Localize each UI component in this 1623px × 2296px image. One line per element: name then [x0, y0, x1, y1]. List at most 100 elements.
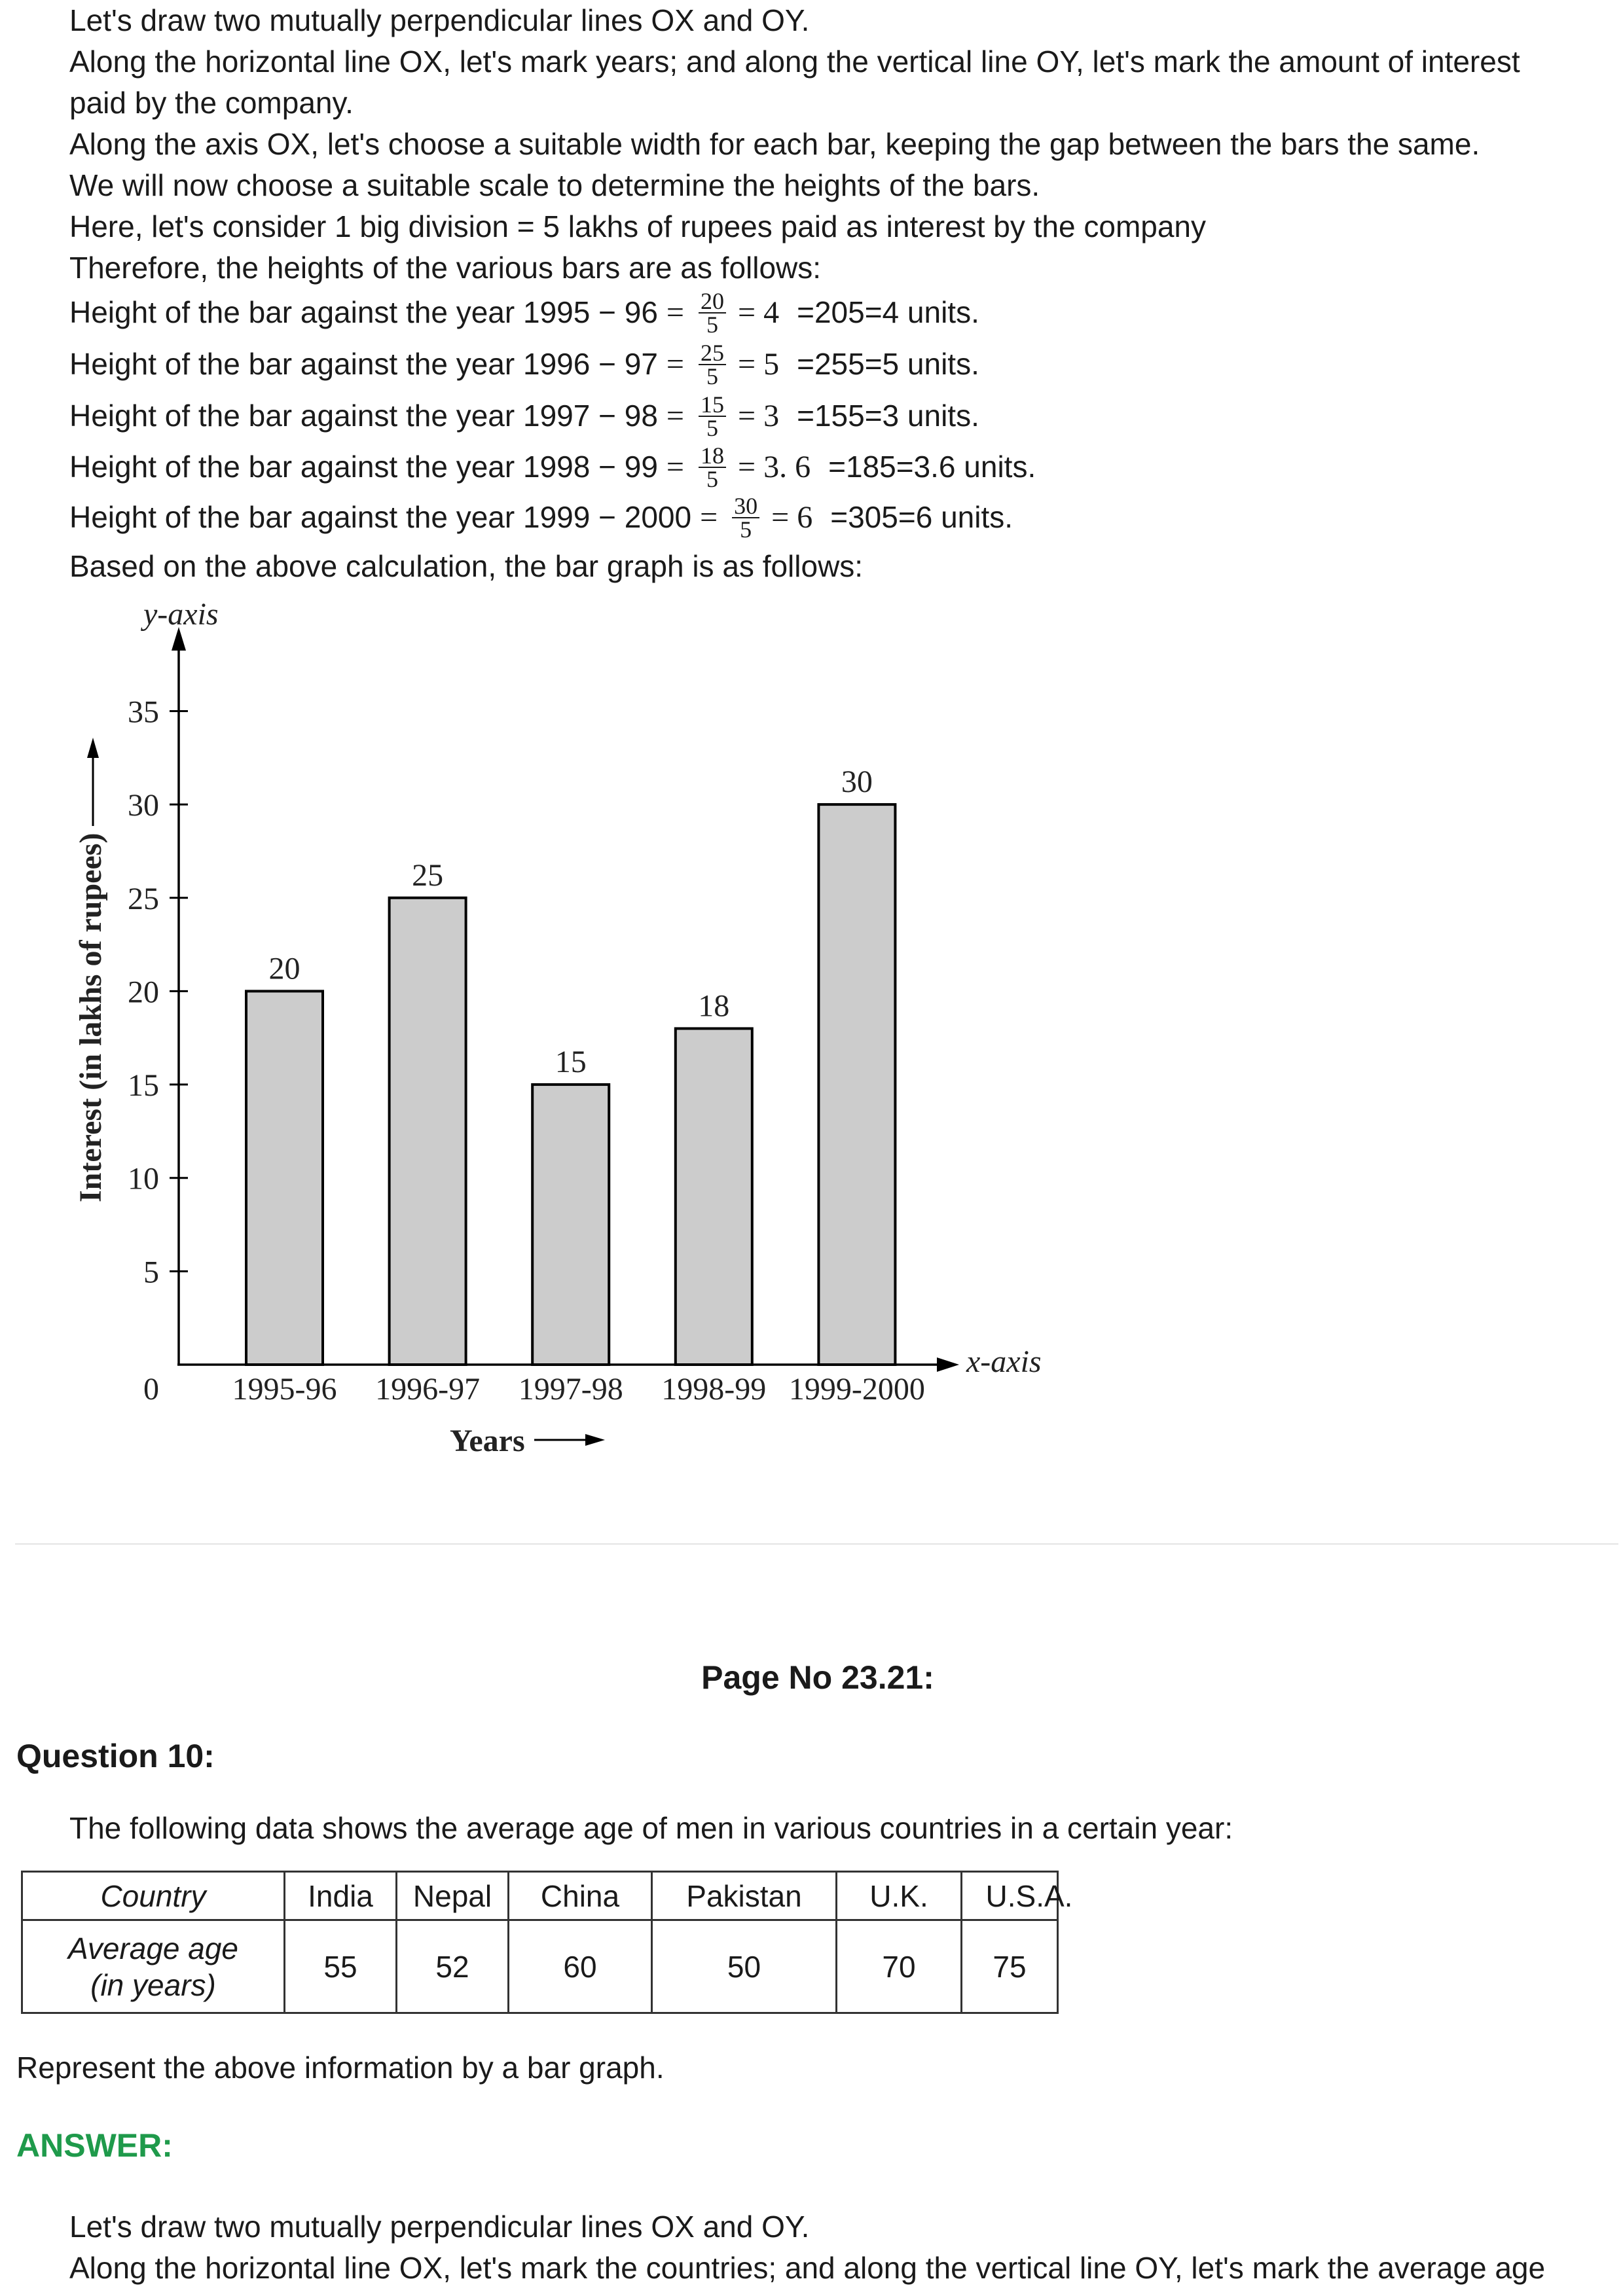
- table-row-label-line: (in years): [90, 1967, 216, 2002]
- fraction-numerator: 18: [699, 444, 726, 468]
- intro-line: paid by the company.: [69, 86, 354, 120]
- bar-height-line: Height of the bar against the year 1997 …: [69, 393, 979, 440]
- bar-height-units: =185=3.6 units.: [828, 450, 1036, 484]
- bar-1996-97: [388, 896, 467, 1366]
- page-number: Page No 23.21:: [701, 1659, 934, 1696]
- fraction-numerator: 25: [699, 341, 726, 365]
- table-header-cell: Nepal: [395, 1871, 509, 1921]
- table-header-cell: China: [507, 1871, 653, 1921]
- intro-line: Therefore, the heights of the various ba…: [69, 251, 822, 285]
- bar-height-units: =305=6 units.: [830, 500, 1013, 534]
- table-cell: 55: [283, 1919, 397, 2014]
- fraction: 25 5: [699, 341, 726, 389]
- table-cell: 60: [507, 1919, 653, 2014]
- bar-graph: y-axis x-axis Interest (in lakhs of rupe…: [73, 597, 1042, 1458]
- fraction-denominator: 5: [706, 311, 718, 338]
- table-cell: 52: [395, 1919, 509, 2014]
- bar-height-label: Height of the bar against the year 1997 …: [69, 399, 658, 433]
- fraction: 20 5: [699, 289, 726, 338]
- intro-line: We will now choose a suitable scale to d…: [69, 168, 1040, 202]
- conclusion-line: Based on the above calculation, the bar …: [69, 549, 864, 583]
- fraction-denominator: 5: [706, 363, 718, 389]
- y-axis-title: Interest (in lakhs of rupees): [73, 833, 108, 1202]
- table-cell: 50: [651, 1919, 837, 2014]
- bar-value-label: 18: [698, 988, 729, 1023]
- section-divider: [15, 1543, 1618, 1545]
- bar-height-units: =255=5 units.: [797, 347, 979, 381]
- table-row-label: Average age (in years): [21, 1919, 285, 2014]
- bar-1998-99: [674, 1027, 754, 1366]
- table-row: Average age (in years) 55 52 60 50 70 75: [21, 1919, 1059, 2014]
- x-tick-label: 1998-99: [661, 1372, 766, 1407]
- question-instruction: Represent the above information by a bar…: [16, 2051, 665, 2085]
- chart-marks: 0 5 10 15 20 25 30 35 20 1995-96 25 1996-97 15 1997-9…: [128, 694, 925, 1407]
- table-header-cell: Pakistan: [651, 1871, 837, 1921]
- fraction-result: = 3. 6: [738, 450, 811, 484]
- bar-1997-98: [531, 1083, 611, 1366]
- bar-height-line: Height of the bar against the year 1999 …: [69, 494, 1013, 543]
- bar-height-units: =205=4 units.: [797, 295, 979, 329]
- bar-height-line: Height of the bar against the year 1998 …: [69, 444, 1036, 492]
- intro-line: Let's draw two mutually perpendicular li…: [69, 3, 810, 37]
- bar-height-line: Height of the bar against the year 1996 …: [69, 341, 979, 389]
- fraction-numerator: 20: [699, 289, 726, 314]
- fraction-denominator: 5: [740, 516, 752, 543]
- x-tick-label: 1999-2000: [789, 1372, 925, 1407]
- x-axis-arrowhead: [937, 1357, 959, 1372]
- fraction: 30 5: [732, 494, 760, 543]
- bar-value-label: 25: [412, 858, 443, 893]
- y-axis-title-arrowhead: [87, 738, 99, 758]
- table-header-cell: U.S.A.: [960, 1871, 1072, 1921]
- fraction-result: = 3: [738, 399, 780, 433]
- y-tick-label: 5: [143, 1255, 159, 1289]
- bar-height-label: Height of the bar against the year 1998 …: [69, 450, 658, 484]
- bar-height-label: Height of the bar against the year 1999 …: [69, 500, 692, 534]
- bar-height-label: Height of the bar against the year 1996 …: [69, 347, 658, 381]
- equals-sign: =: [666, 450, 684, 484]
- x-axis-name: x-axis: [966, 1344, 1042, 1379]
- y-tick-label: 0: [143, 1372, 159, 1407]
- intro-line: Here, let's consider 1 big division = 5 …: [69, 209, 1207, 243]
- table-cell: 70: [835, 1919, 962, 2014]
- answer-label: ANSWER:: [16, 2127, 173, 2164]
- intro-line: Along the axis OX, let's choose a suitab…: [69, 127, 1480, 161]
- y-tick-label: 35: [128, 694, 159, 729]
- x-axis-title: Years: [450, 1424, 525, 1458]
- fraction-result: = 4: [738, 295, 780, 330]
- y-axis-name: y-axis: [140, 597, 219, 632]
- x-tick-label: 1996-97: [375, 1372, 480, 1407]
- average-age-table: Country India Nepal China Pakistan U.K. …: [21, 1871, 1072, 2014]
- bar-value-label: 15: [555, 1045, 587, 1079]
- fraction: 18 5: [699, 444, 726, 492]
- answer-line: Along the horizontal line OX, let's mark…: [69, 2251, 1546, 2285]
- y-tick-label: 25: [128, 882, 159, 916]
- bar-1995-96: [245, 990, 324, 1366]
- bar-height-label: Height of the bar against the year 1995 …: [69, 295, 658, 329]
- intro-line: Along the horizontal line OX, let's mark…: [69, 45, 1520, 79]
- fraction-numerator: 30: [732, 494, 760, 518]
- fraction-denominator: 5: [706, 465, 718, 492]
- table-header-cell: U.K.: [835, 1871, 962, 1921]
- table-cell: 75: [960, 1919, 1059, 2014]
- equals-sign: =: [666, 295, 684, 330]
- equals-sign: =: [666, 347, 684, 382]
- bar-1999-2000: [817, 803, 897, 1367]
- fraction-result: = 6: [771, 500, 813, 535]
- y-tick-label: 10: [128, 1162, 159, 1196]
- x-tick-label: 1995-96: [232, 1372, 337, 1407]
- y-axis-arrowhead: [172, 627, 186, 651]
- equals-sign: =: [700, 500, 718, 535]
- question-prompt: The following data shows the average age…: [69, 1811, 1233, 1845]
- table-header-country: Country: [21, 1871, 285, 1921]
- bar-value-label: 20: [269, 951, 301, 986]
- bar-value-label: 30: [841, 764, 873, 799]
- x-axis-title-arrowhead: [585, 1434, 605, 1446]
- answer-line: Let's draw two mutually perpendicular li…: [69, 2210, 810, 2244]
- fraction-numerator: 15: [699, 393, 726, 417]
- table-header-cell-text: U.S.A.: [985, 1878, 1073, 1913]
- y-tick-label: 20: [128, 975, 159, 1009]
- y-tick-label: 15: [128, 1068, 159, 1103]
- table-row-label-line: Average age: [67, 1931, 239, 1965]
- x-tick-label: 1997-98: [519, 1372, 623, 1407]
